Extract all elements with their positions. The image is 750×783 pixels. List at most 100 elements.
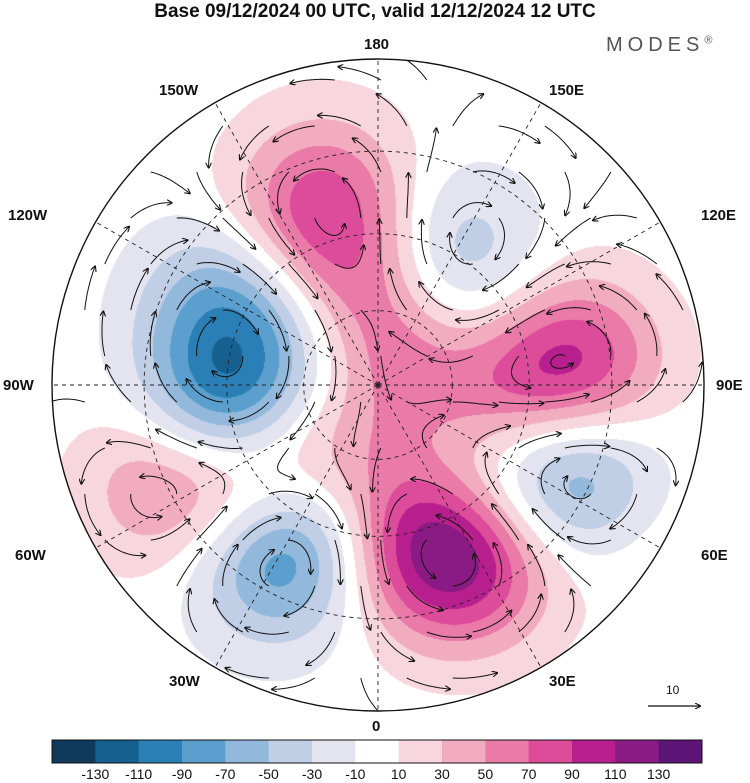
streamline xyxy=(104,539,146,556)
meridian-line xyxy=(95,221,379,386)
streamline xyxy=(377,94,408,127)
map-border xyxy=(51,58,705,712)
streamline xyxy=(511,355,531,388)
streamline xyxy=(600,286,638,311)
streamline xyxy=(406,677,450,689)
streamline xyxy=(420,539,435,578)
colorbar-swatch xyxy=(355,740,400,763)
streamline xyxy=(360,493,368,538)
streamline xyxy=(334,448,351,489)
lon-label-180: 180 xyxy=(364,36,390,53)
streamline xyxy=(288,263,318,298)
meridian-line xyxy=(377,221,661,386)
streamline xyxy=(214,599,244,633)
lon-label-150w: 150W xyxy=(159,82,199,99)
streamline xyxy=(419,282,453,311)
streamline xyxy=(353,401,362,446)
streamline xyxy=(498,125,540,143)
streamline xyxy=(492,504,520,541)
colorbar-swatch xyxy=(182,740,226,763)
streamline xyxy=(222,217,256,249)
streamline xyxy=(242,518,281,541)
colorbar-swatch xyxy=(268,740,313,763)
streamline xyxy=(107,442,151,449)
streamline xyxy=(483,263,520,290)
colorbar-tick-label: -70 xyxy=(215,766,236,782)
streamline xyxy=(564,445,610,448)
colorbar-tick-label: 110 xyxy=(604,766,627,782)
streamline xyxy=(656,274,684,311)
streamline xyxy=(290,401,316,439)
streamline xyxy=(610,493,638,529)
lon-label-90w: 90W xyxy=(3,377,34,394)
streamline xyxy=(314,309,331,351)
streamline xyxy=(379,219,381,265)
colorbar-swatch xyxy=(658,740,703,763)
streamline xyxy=(314,493,342,528)
streamline xyxy=(155,364,178,403)
streamline xyxy=(656,447,676,485)
streamline xyxy=(130,269,148,311)
streamline xyxy=(558,555,592,587)
colorbar-swatch xyxy=(485,740,530,763)
streamline xyxy=(273,125,315,142)
meridian-line xyxy=(95,384,379,549)
streamline xyxy=(387,493,408,532)
colorbar-tick-label: 10 xyxy=(390,766,407,782)
colorbar-tick-label: -50 xyxy=(258,766,279,782)
streamline xyxy=(556,217,592,246)
streamline xyxy=(610,447,647,471)
streamline xyxy=(527,263,566,287)
streamline xyxy=(547,307,591,314)
streamline xyxy=(199,463,226,495)
streamline xyxy=(332,355,337,400)
streamline xyxy=(426,631,471,637)
streamline xyxy=(452,401,498,405)
streamline xyxy=(526,217,546,258)
streamline xyxy=(421,415,443,449)
streamline xyxy=(452,94,484,127)
streamline xyxy=(240,125,270,160)
colorbar-tick-label: 70 xyxy=(520,766,537,782)
streamline xyxy=(188,589,198,633)
streamline xyxy=(242,263,276,294)
wind-streamlines xyxy=(52,59,702,711)
colorbar-swatch xyxy=(52,740,96,763)
colorbar-swatch xyxy=(398,740,443,763)
streamline xyxy=(564,476,592,500)
streamline xyxy=(380,631,414,661)
streamline xyxy=(209,125,224,168)
streamline xyxy=(645,314,658,357)
colorbar-tick-label: 130 xyxy=(646,766,671,782)
lon-label-60w: 60W xyxy=(15,547,46,564)
streamline xyxy=(452,203,491,219)
colorbar-frame xyxy=(51,739,703,764)
colorbar-swatch xyxy=(95,740,140,763)
streamline xyxy=(360,309,378,350)
streamline xyxy=(682,363,702,403)
streamline xyxy=(485,453,500,495)
streamline xyxy=(130,493,162,518)
streamline xyxy=(81,447,106,484)
streamline xyxy=(150,519,190,541)
streamline xyxy=(318,115,362,127)
streamline xyxy=(277,355,290,398)
streamline xyxy=(196,171,221,210)
streamline xyxy=(288,539,311,574)
streamline xyxy=(338,67,382,81)
streamline xyxy=(456,309,500,320)
streamline xyxy=(407,173,409,219)
streamline xyxy=(343,178,362,219)
lon-label-120e: 120E xyxy=(701,207,737,224)
brand-text: MODES xyxy=(606,34,705,56)
modes-logo: MODES® xyxy=(606,34,712,57)
streamline xyxy=(540,459,559,495)
streamline xyxy=(84,493,101,535)
streamline xyxy=(550,354,573,369)
streamline xyxy=(472,170,515,183)
lon-label-120w: 120W xyxy=(8,207,48,224)
lon-label-30e: 30E xyxy=(549,673,576,690)
colorbar-tick-label: 50 xyxy=(477,766,494,782)
streamline xyxy=(150,171,190,193)
